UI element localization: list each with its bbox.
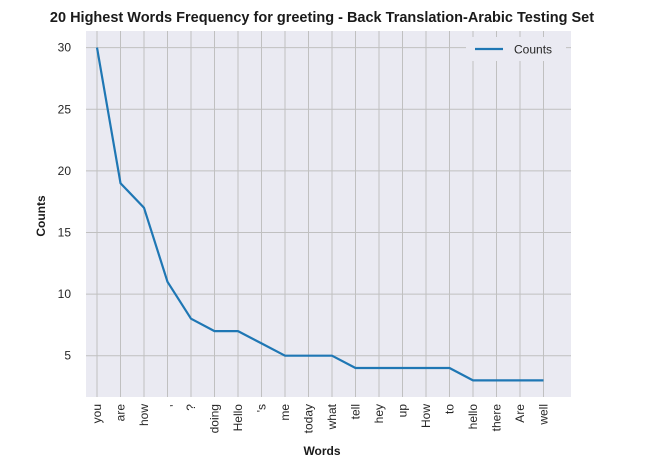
y-tick-label: 25 <box>58 102 72 116</box>
x-tick-label: are <box>114 404 128 422</box>
x-tick-label: doing <box>208 404 222 433</box>
x-tick-label: today <box>302 404 316 433</box>
x-tick-label: hey <box>372 404 386 423</box>
x-tick-label: Hello <box>231 404 245 432</box>
y-tick-label: 20 <box>58 164 72 178</box>
plot-area <box>86 31 571 397</box>
legend-label-counts: Counts <box>514 43 552 57</box>
x-tick-label: , <box>161 404 175 407</box>
x-tick-label: 's <box>255 404 269 412</box>
x-tick-label: tell <box>349 404 363 419</box>
x-tick-label: you <box>90 404 104 423</box>
y-tick-label: 5 <box>64 349 71 363</box>
x-tick-label: How <box>419 404 433 428</box>
x-tick-label: Are <box>513 404 527 423</box>
x-tick-label: well <box>537 404 551 426</box>
y-tick-label: 30 <box>58 41 72 55</box>
x-tick-label: ? <box>184 404 198 411</box>
grid-lines <box>86 31 571 397</box>
x-tick-label: me <box>278 404 292 421</box>
x-tick-label: what <box>325 403 339 430</box>
x-tick-label: hello <box>466 404 480 430</box>
y-tick-label: 10 <box>58 287 72 301</box>
x-tick-label: up <box>396 404 410 418</box>
y-tick-label: 15 <box>58 225 72 239</box>
x-axis-ticks: you are how,? doing Hello's me today what tell he… <box>90 403 551 433</box>
x-tick-label: how <box>137 404 151 426</box>
legend: Counts <box>466 37 566 61</box>
x-tick-label: to <box>443 404 457 414</box>
series-line-counts <box>95 47 544 382</box>
y-axis-ticks: 5 10 15 20 25 30 <box>58 41 72 363</box>
y-axis-label: Counts <box>34 195 48 237</box>
x-tick-label: there <box>490 404 504 432</box>
chart-title: 20 Highest Words Frequency for greeting … <box>50 10 594 26</box>
x-axis-label: Words <box>303 444 340 458</box>
